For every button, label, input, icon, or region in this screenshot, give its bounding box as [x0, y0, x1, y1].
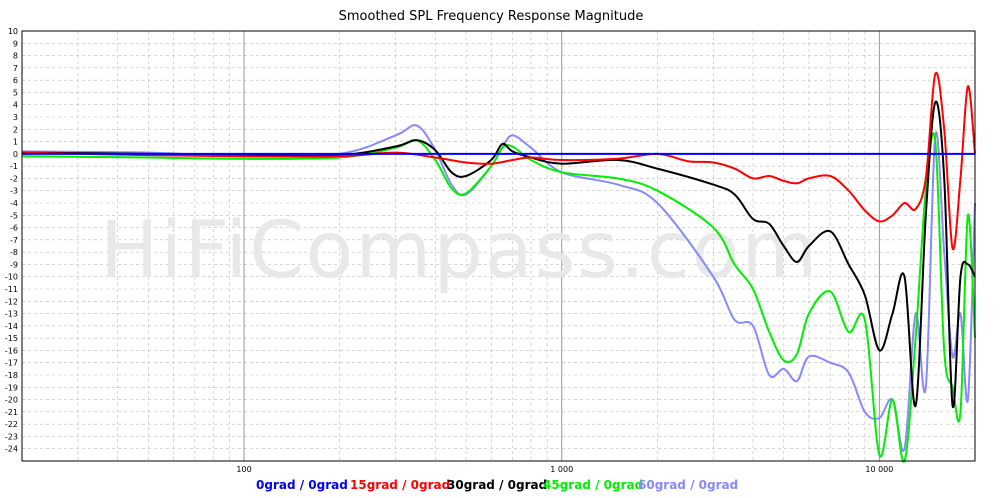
y-tick-label: -10	[5, 273, 18, 282]
legend-entry: 30grad / 0grad	[447, 478, 547, 492]
series-line-3	[21, 132, 976, 463]
legend-entry: 45grad / 0grad	[543, 478, 643, 492]
y-tick-label: -19	[5, 383, 18, 392]
x-tick-label: 10 000	[865, 465, 893, 474]
y-tick-label: -5	[10, 211, 18, 220]
y-tick-label: 3	[13, 113, 18, 122]
y-tick-label: -7	[10, 236, 18, 245]
y-tick-label: -14	[5, 322, 18, 331]
y-tick-label: -6	[10, 224, 18, 233]
plot-border	[21, 30, 976, 462]
y-tick-label: -3	[10, 187, 18, 196]
y-tick-label: 0	[13, 150, 18, 159]
y-tick-label: -1	[10, 162, 18, 171]
grid	[22, 31, 975, 461]
y-tick-label: -18	[5, 371, 18, 380]
series-line-2	[21, 100, 976, 409]
y-tick-label: -22	[5, 420, 18, 429]
y-tick-label: 4	[13, 101, 18, 110]
legend-entry: 15grad / 0grad	[350, 478, 450, 492]
chart-title: Smoothed SPL Frequency Response Magnitud…	[339, 9, 644, 24]
y-tick-label: 2	[13, 125, 18, 134]
y-tick-label: -20	[5, 396, 18, 405]
series-line-1	[21, 71, 976, 251]
y-tick-label: -21	[5, 408, 18, 417]
y-tick-label: 5	[13, 88, 18, 97]
y-tick-label: -11	[5, 285, 18, 294]
y-tick-label: 9	[13, 39, 18, 48]
y-tick-label: -13	[5, 310, 18, 319]
y-axis-ticks: 109876543210-1-2-3-4-5-6-7-8-9-10-11-12-…	[5, 27, 18, 454]
y-tick-label: -15	[5, 334, 18, 343]
legend-entry: 0grad / 0grad	[256, 478, 348, 492]
y-tick-label: -16	[5, 346, 18, 355]
y-tick-label: 7	[13, 64, 18, 73]
y-tick-label: 1	[13, 138, 18, 147]
x-tick-label: 1 000	[550, 465, 573, 474]
y-tick-label: -2	[10, 174, 18, 183]
y-tick-label: -12	[5, 297, 18, 306]
legend-entry: 60grad / 0grad	[638, 478, 738, 492]
series-lines	[21, 71, 976, 463]
x-axis-ticks: 100 1 000 10 000	[236, 465, 893, 474]
y-tick-label: -9	[10, 260, 18, 269]
y-tick-label: -4	[10, 199, 18, 208]
x-tick-label: 100	[236, 465, 251, 474]
y-tick-label: 8	[13, 52, 18, 61]
y-tick-label: -8	[10, 248, 18, 257]
y-tick-label: -23	[5, 432, 18, 441]
y-tick-label: -17	[5, 359, 18, 368]
watermark: HiFiCompass.com	[100, 206, 819, 296]
y-tick-label: 10	[8, 27, 18, 36]
y-tick-label: 6	[13, 76, 18, 85]
y-tick-label: -24	[5, 445, 18, 454]
